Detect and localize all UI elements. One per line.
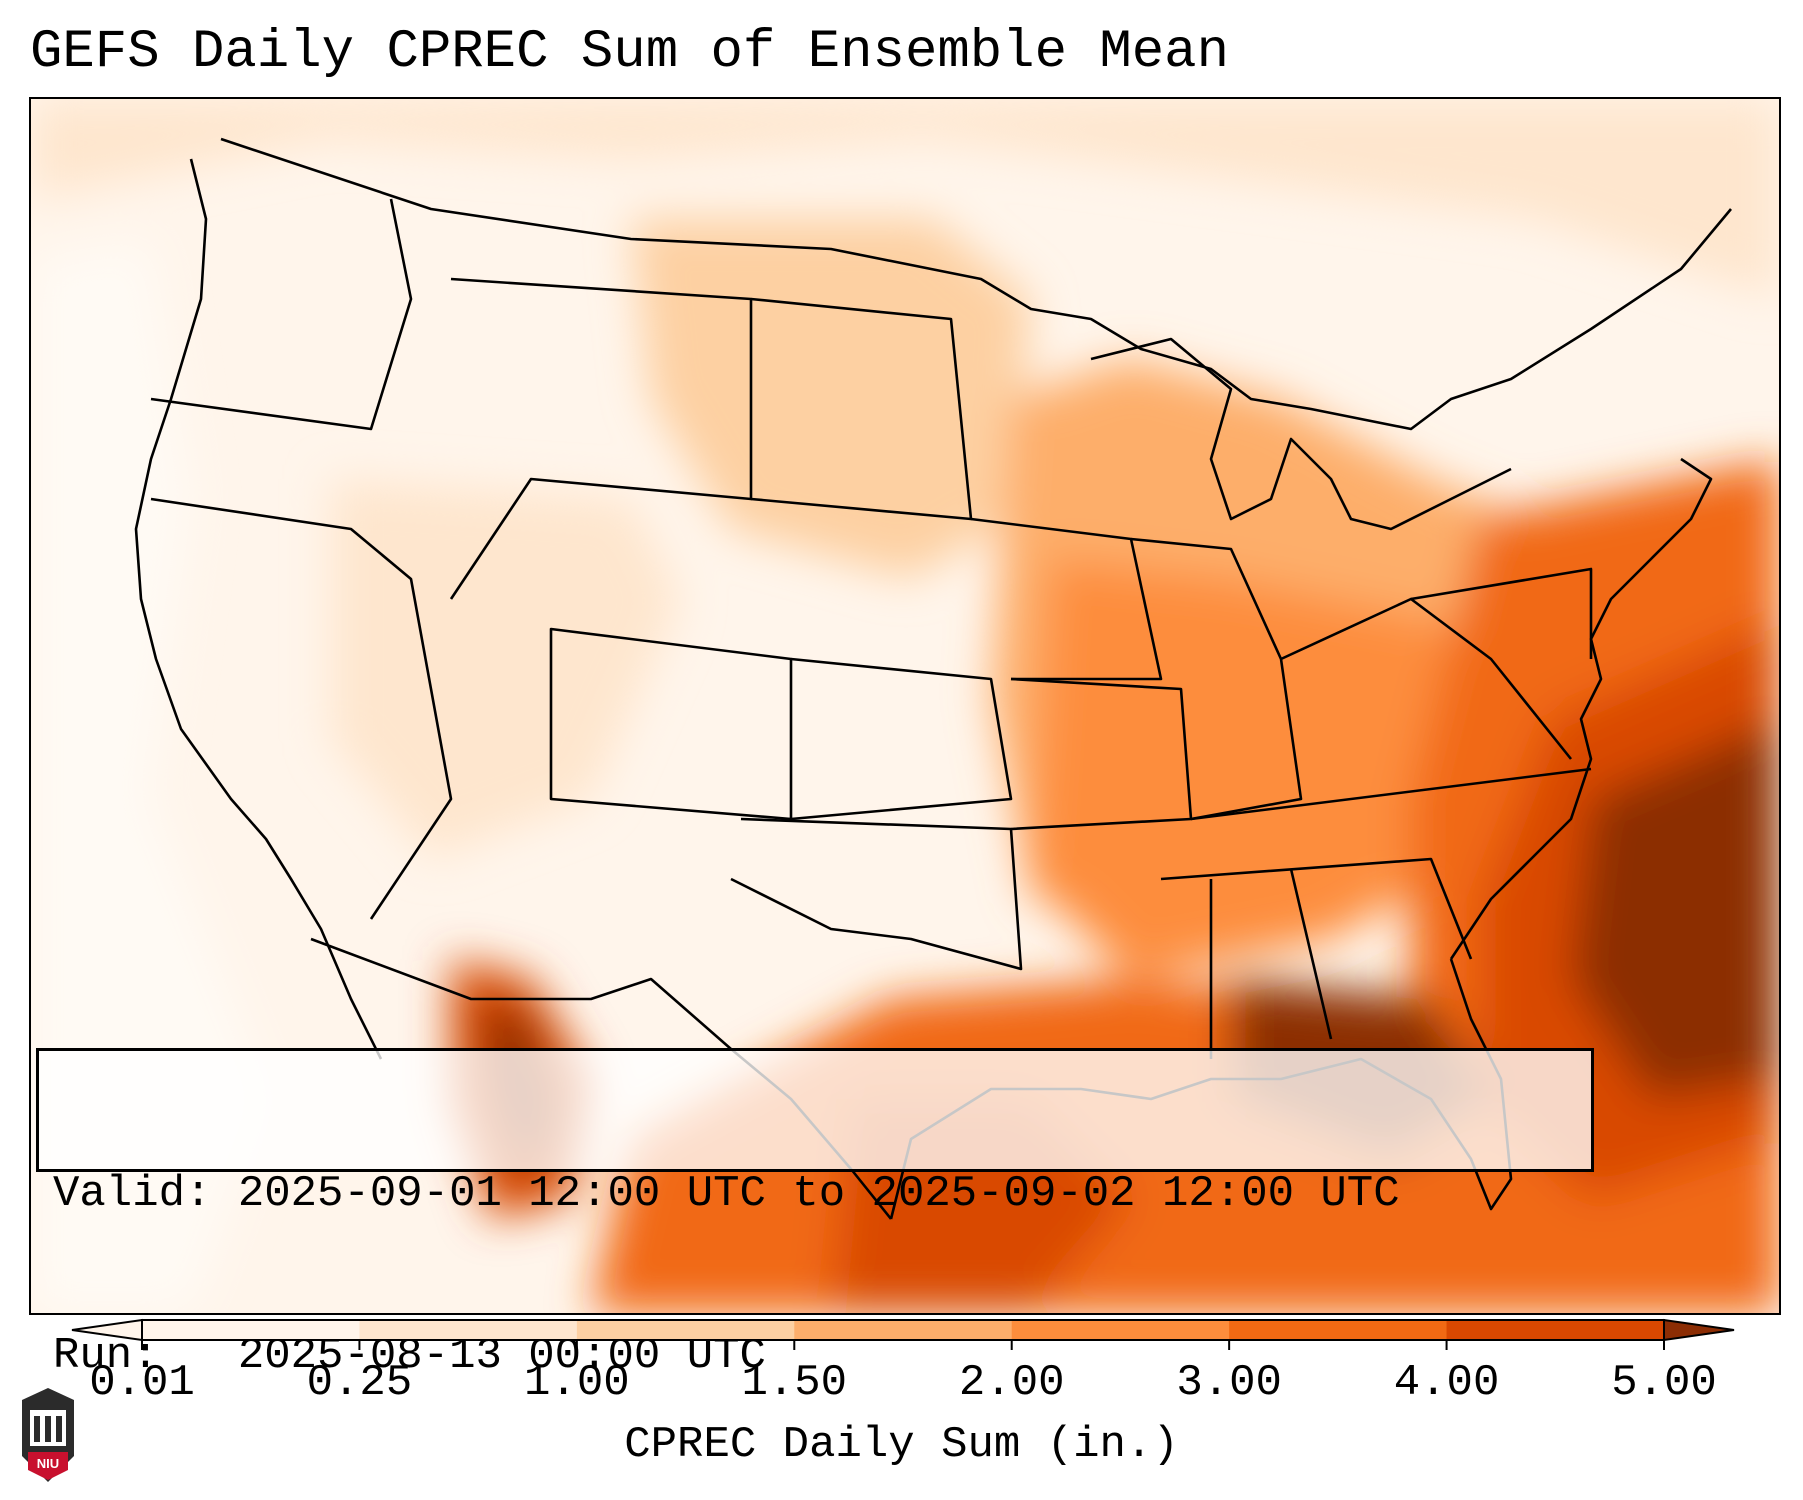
- state-line-12: [1160, 857, 1473, 960]
- colorbar-segment: [794, 1320, 1013, 1340]
- colorbar-tick-label: 1.00: [524, 1358, 630, 1408]
- colorbar-tick-label: 0.01: [89, 1358, 195, 1408]
- border-canada: [220, 137, 1732, 431]
- colorbar-segment: [142, 1320, 360, 1340]
- map-title: GEFS Daily CPREC Sum of Ensemble Mean: [30, 22, 1229, 83]
- state-line-7: [730, 817, 1023, 971]
- state-line-2: [150, 497, 453, 920]
- colorbar-extend-low: [71, 1318, 143, 1342]
- colorbar-tick-label: 1.50: [741, 1358, 848, 1408]
- state-line-4: [750, 297, 973, 521]
- valid-time-text: Valid: 2025-09-01 12:00 UTC to 2025-09-0…: [53, 1169, 1400, 1219]
- coastline-atlantic: [1449, 457, 1713, 960]
- niu-logo-icon: NIU: [22, 1388, 74, 1482]
- colorbar-segment: [1011, 1320, 1230, 1340]
- colorbar-tick-label: 2.00: [958, 1358, 1065, 1408]
- colorbar-label: CPREC Daily Sum (in.): [624, 1420, 1179, 1470]
- coastline-pacific: [134, 158, 383, 1060]
- colorbar-ticks: [141, 1340, 1665, 1350]
- colorbar-segment: [576, 1320, 795, 1340]
- colorbar-segment: [359, 1320, 578, 1340]
- colorbar-tick-label: 3.00: [1176, 1358, 1282, 1408]
- state-line-16: [1280, 597, 1573, 760]
- validity-info-box: Valid: 2025-09-01 12:00 UTC to 2025-09-0…: [36, 1048, 1594, 1381]
- colorbar-segment: [1229, 1320, 1448, 1340]
- colorbar-tick-label: 0.25: [306, 1358, 413, 1408]
- state-line-15: [1410, 567, 1593, 659]
- colorbar-segment: [1446, 1320, 1665, 1340]
- colorbar-extend-high: [1663, 1318, 1735, 1342]
- colorbar: [71, 1318, 1735, 1350]
- state-line-9: [1010, 677, 1193, 831]
- colorbar-segments: [71, 1318, 1735, 1342]
- state-line-8: [970, 517, 1163, 681]
- state-line-1: [150, 198, 413, 431]
- state-line-14: [1289, 868, 1333, 1040]
- great-lakes: [1090, 337, 1512, 531]
- colorbar-tick-label: 5.00: [1611, 1358, 1717, 1408]
- svg-text:NIU: NIU: [37, 1456, 59, 1471]
- state-line-11: [1190, 767, 1592, 821]
- boundary-lines: [134, 137, 1732, 1220]
- colorbar-tick-label: 4.00: [1393, 1358, 1500, 1408]
- colorbar-outline: [141, 1319, 1665, 1341]
- state-line-6: [790, 657, 1013, 821]
